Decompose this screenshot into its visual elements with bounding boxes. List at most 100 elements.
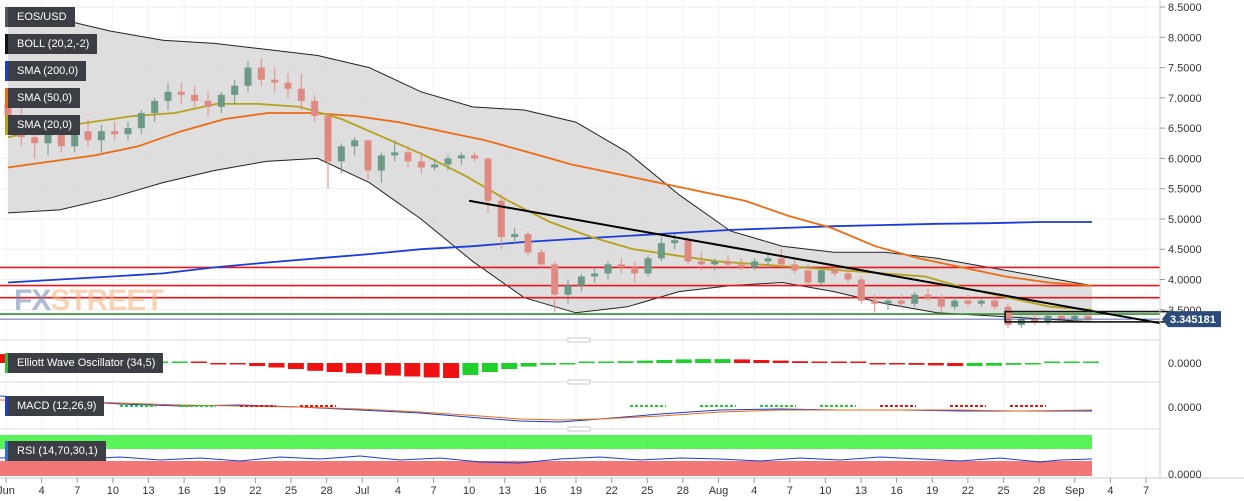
ewo-bar	[249, 363, 266, 366]
candle-body	[44, 134, 52, 144]
candle	[631, 261, 639, 283]
candle	[844, 267, 852, 283]
date-axis: Jun 4 7 10 13 16 19 22 25 28 Jul 4 7 10 13 16 19 22 25 28 Au…	[0, 477, 1244, 497]
candle	[791, 258, 799, 274]
candle-body	[857, 279, 865, 301]
candle	[657, 237, 665, 262]
x-tick-label: 28	[321, 485, 333, 497]
candle-body	[364, 140, 372, 171]
candle-body	[684, 240, 692, 262]
panel-resize-handle	[567, 337, 591, 343]
rsi-panel: 0.0000	[0, 435, 1202, 481]
ewo-bar	[1044, 361, 1061, 363]
ewo-bar	[423, 363, 440, 378]
candle	[724, 255, 732, 268]
panel-resize-handle	[567, 379, 591, 385]
ewo-bar	[733, 359, 750, 363]
candle-body	[177, 91, 185, 95]
candle-body	[551, 264, 559, 295]
ewo-bar	[559, 363, 576, 365]
candle-body	[564, 285, 572, 295]
candle-body	[844, 273, 852, 280]
candle-body	[1057, 315, 1065, 319]
ewo-bar	[520, 363, 537, 367]
ewo-bar	[675, 359, 692, 363]
ewo-bar	[811, 361, 828, 363]
candle	[617, 258, 625, 274]
ewo-bar	[287, 363, 304, 369]
moving-averages	[7, 103, 1093, 311]
legend-pair[interactable]: EOS/USD	[5, 7, 75, 27]
candle	[737, 258, 745, 271]
x-tick-label: 16	[178, 485, 190, 497]
candle	[884, 297, 892, 310]
candle	[911, 291, 919, 307]
candle	[577, 273, 585, 292]
candle	[164, 82, 172, 110]
candle-body	[711, 261, 719, 265]
price-badge-shape	[1162, 311, 1221, 328]
legend-ewo[interactable]: Elliott Wave Oscillator (34,5)	[5, 353, 164, 373]
candles	[4, 58, 1092, 328]
candle	[84, 119, 92, 147]
legend-sma20[interactable]: SMA (20,0)	[5, 115, 81, 135]
candle-body	[644, 258, 652, 274]
legend-boll[interactable]: BOLL (20,2,-2)	[5, 34, 98, 54]
candle	[817, 267, 825, 286]
candle-body	[1004, 306, 1012, 325]
candle	[537, 249, 545, 268]
y-tick-label: 7.0000	[1168, 93, 1202, 105]
x-tick-label: 13	[499, 485, 511, 497]
candle	[924, 288, 932, 301]
panel-resize-handle	[567, 426, 591, 432]
candle-body	[431, 164, 439, 168]
candle	[337, 143, 345, 174]
legend-macd[interactable]: MACD (12,26,9)	[5, 396, 105, 416]
candle	[177, 82, 185, 104]
macd-zero-label: 0.0000	[1168, 402, 1202, 414]
y-tick-label: 4.5000	[1168, 244, 1202, 256]
candle	[417, 152, 425, 174]
candle-body	[204, 100, 212, 107]
candle-body	[991, 300, 999, 307]
legend-rsi[interactable]: RSI (14,70,30,1)	[5, 441, 106, 461]
ewo-bar	[908, 363, 925, 365]
candle-body	[897, 300, 905, 304]
candle-body	[57, 134, 65, 147]
legend-sma200[interactable]: SMA (200,0)	[5, 61, 87, 81]
candle-body	[497, 200, 505, 238]
candle	[777, 249, 785, 268]
legend-sma50[interactable]: SMA (50,0)	[5, 88, 81, 108]
candle	[497, 194, 505, 250]
candle	[271, 67, 279, 92]
x-tick-label: Jul	[355, 485, 369, 497]
candle-body	[724, 261, 732, 265]
candle-body	[1031, 318, 1039, 322]
candle	[551, 261, 559, 313]
candle-body	[457, 155, 465, 159]
candle-body	[911, 294, 919, 304]
candle-body	[977, 300, 985, 304]
x-tick-label: 13	[142, 485, 154, 497]
candle-body	[271, 79, 279, 83]
candle-body	[297, 88, 305, 101]
ewo-bar	[443, 363, 460, 378]
candle-body	[84, 131, 92, 141]
candle	[97, 125, 105, 153]
candle-body	[737, 264, 745, 268]
x-tick-label: 16	[534, 485, 546, 497]
ewo-bar	[1063, 361, 1080, 363]
candle	[591, 267, 599, 283]
x-tick-label: 25	[997, 485, 1009, 497]
candle-body	[817, 270, 825, 283]
candle	[871, 294, 879, 313]
ewo-bar	[210, 363, 227, 365]
candle	[991, 297, 999, 310]
rsi-overbought-zone	[0, 435, 1092, 449]
candle	[431, 158, 439, 171]
candle	[524, 231, 532, 256]
candle-body	[191, 94, 199, 101]
candle	[231, 79, 239, 104]
